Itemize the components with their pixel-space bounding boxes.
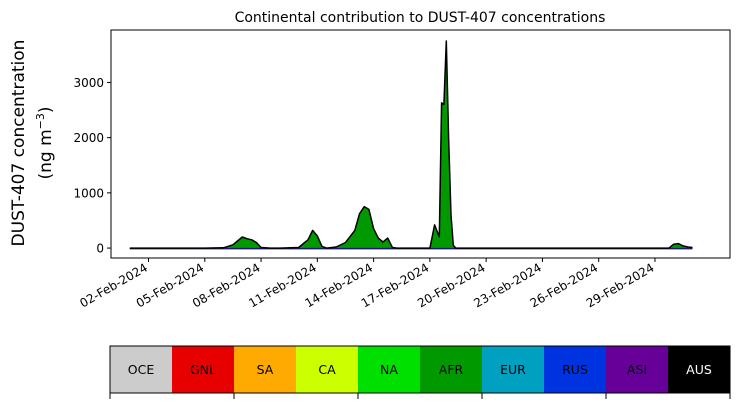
legend-label-eur: EUR — [500, 362, 526, 377]
legend-label-ca: CA — [318, 362, 336, 377]
legend-colorbar: OCE GNL SA CA NA AFR EUR RUS ASI AUS — [109, 345, 731, 399]
legend-swatch-sa — [234, 346, 297, 393]
y-axis-label: DUST-407 concentration (ng m−3) — [9, 40, 56, 247]
legend-swatch-gnl — [172, 346, 235, 393]
y-axis: 0 1000 2000 3000 — [73, 76, 111, 256]
legend-label-gnl: GNL — [190, 362, 216, 377]
y-axis-label-line1: DUST-407 concentration — [9, 40, 29, 247]
legend-swatch-rus — [544, 346, 607, 393]
legend-swatch-afr — [420, 346, 483, 393]
legend-frame — [109, 345, 731, 394]
legend-swatch-aus — [668, 346, 731, 393]
legend-label-oce: OCE — [128, 362, 155, 377]
y-tick-label: 3000 — [73, 76, 104, 90]
legend-swatch-oce — [110, 346, 173, 393]
x-axis: 02-Feb-202405-Feb-202408-Feb-202411-Feb-… — [77, 258, 656, 310]
legend-label-aus: AUS — [686, 362, 712, 377]
legend-label-sa: SA — [257, 362, 274, 377]
plot-area — [129, 40, 693, 250]
plot-frame — [110, 29, 731, 259]
legend-swatch-eur — [482, 346, 545, 393]
legend-swatch-asi — [606, 346, 669, 393]
y-tick-label: 1000 — [73, 186, 104, 200]
total-concentration-line — [129, 40, 693, 249]
legend-swatch-na — [358, 346, 421, 393]
legend-label-afr: AFR — [439, 362, 464, 377]
afr-contribution-area — [129, 41, 693, 249]
legend-swatch-ca — [296, 346, 359, 393]
legend-label-asi: ASI — [627, 362, 647, 377]
y-tick-label: 2000 — [73, 131, 104, 145]
y-tick-label: 0 — [96, 242, 104, 256]
legend-label-na: NA — [380, 362, 398, 377]
legend-label-rus: RUS — [562, 362, 588, 377]
y-axis-label-line2: (ng m−3) — [34, 106, 56, 179]
chart-title: Continental contribution to DUST-407 con… — [235, 10, 606, 26]
